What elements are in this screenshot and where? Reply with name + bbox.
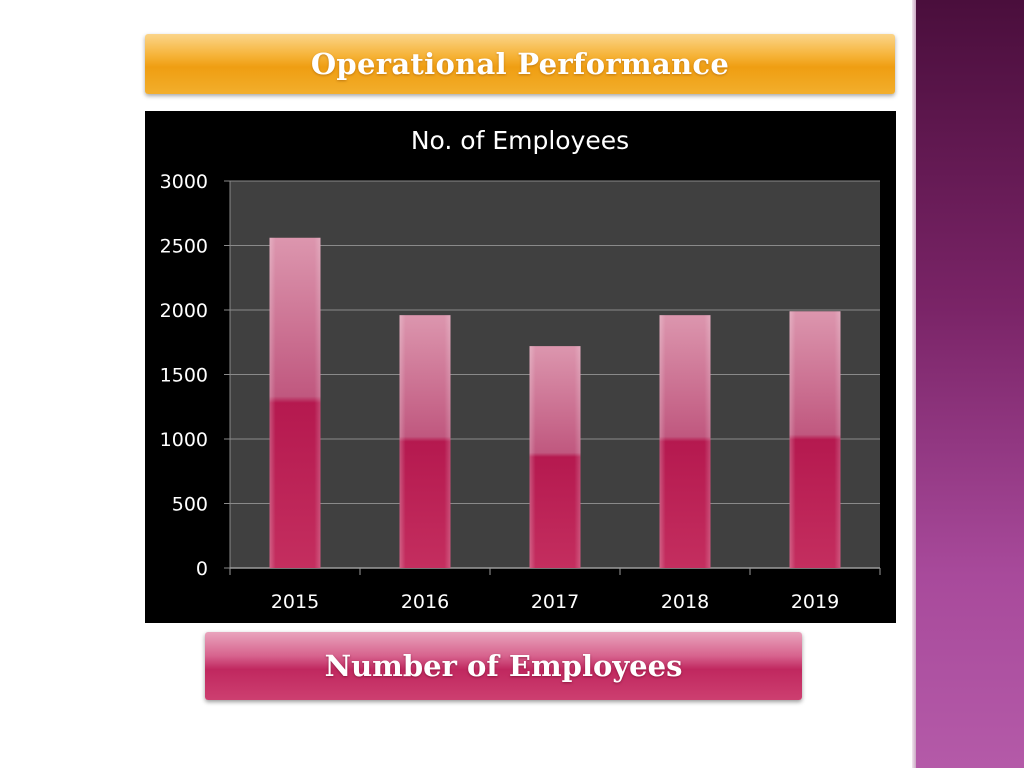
chart-title: No. of Employees xyxy=(411,126,629,155)
bar-highlight xyxy=(659,315,711,568)
y-tick-label: 2500 xyxy=(160,236,208,258)
x-tick-label: 2016 xyxy=(401,591,449,613)
bar-highlight xyxy=(399,315,451,568)
chart-panel: 0 500 1000 1500 2000 2500 3000 2015 2016 2017 201… xyxy=(145,111,896,623)
y-tick-label: 0 xyxy=(196,558,208,580)
y-tick-label: 3000 xyxy=(160,171,208,193)
x-tick-label: 2018 xyxy=(661,591,709,613)
footer-label: Number of Employees xyxy=(324,649,683,683)
x-tick-label: 2017 xyxy=(531,591,579,613)
bar-chart: 0 500 1000 1500 2000 2500 3000 2015 2016 2017 201… xyxy=(160,126,881,613)
y-tick-label: 2000 xyxy=(160,300,208,322)
page-title: Operational Performance xyxy=(310,47,730,81)
footer-banner: Number of Employees xyxy=(205,632,802,700)
y-tick-label: 500 xyxy=(172,494,208,516)
y-tick-label: 1000 xyxy=(160,429,208,451)
x-tick-label: 2019 xyxy=(791,591,839,613)
x-tick-label: 2015 xyxy=(271,591,319,613)
y-tick-label: 1500 xyxy=(160,365,208,387)
bar-highlight xyxy=(789,311,841,568)
decorative-side-strip xyxy=(912,0,1024,768)
bar-highlight xyxy=(529,346,581,568)
title-banner: Operational Performance xyxy=(145,34,895,94)
bar-highlight xyxy=(269,237,321,568)
